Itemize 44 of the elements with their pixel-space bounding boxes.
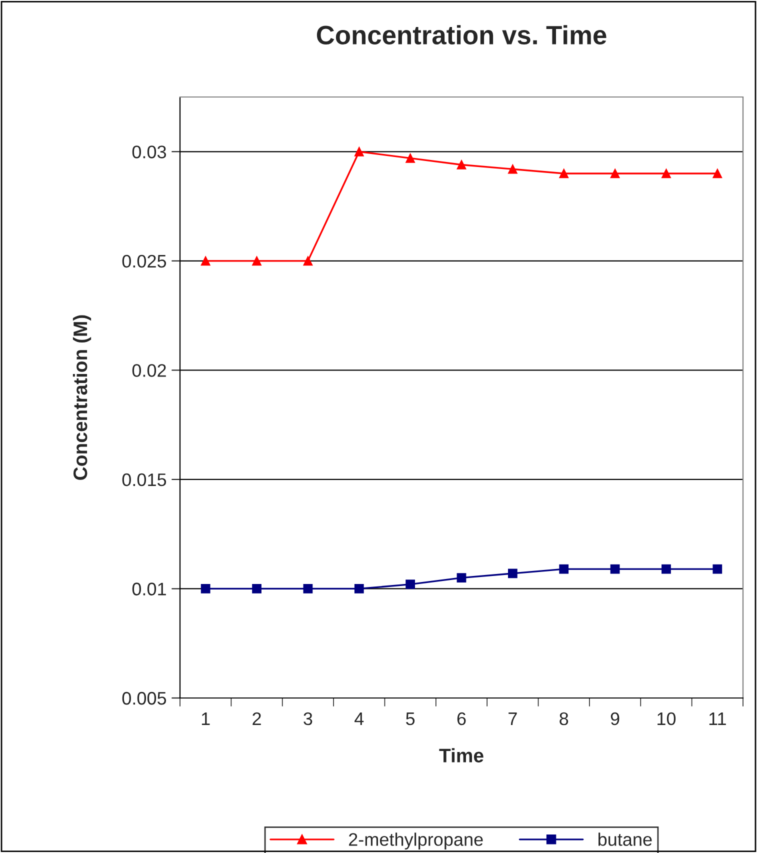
x-tick-label: 3 [304, 712, 312, 726]
point [303, 256, 313, 266]
point [456, 573, 466, 582]
x-tick-label: 11 [709, 712, 726, 725]
point [610, 168, 620, 178]
point [252, 584, 262, 594]
y-tick-label: 0.02 [132, 364, 166, 377]
point [508, 164, 518, 174]
point [712, 168, 722, 178]
point [456, 160, 466, 170]
point [662, 564, 671, 574]
x-tick-label: 6 [457, 712, 466, 726]
point [406, 580, 416, 590]
point [252, 256, 262, 266]
point [559, 564, 569, 574]
point [354, 146, 364, 156]
point [662, 168, 671, 178]
point [559, 168, 569, 178]
point [303, 584, 313, 594]
x-tick-label: 1 [202, 712, 210, 725]
y-axis-title: Concentration (M) [72, 315, 92, 480]
y-tick-label: 0.01 [132, 582, 166, 596]
point [508, 568, 518, 578]
x-tick-label: 5 [406, 712, 415, 726]
y-tick-label: 0.015 [122, 473, 166, 486]
chart-title: Concentration vs. Time [316, 25, 606, 44]
point [200, 256, 210, 266]
x-tick-label: 7 [508, 712, 517, 725]
point [354, 584, 364, 594]
point [712, 564, 722, 574]
legend-label: butane [598, 832, 652, 846]
y-tick-label: 0.03 [132, 146, 166, 158]
x-tick-label: 10 [658, 712, 676, 726]
y-tick-label: 0.025 [122, 254, 166, 268]
point [406, 154, 416, 163]
x-axis-title: Time [439, 748, 484, 762]
x-tick-label: 4 [354, 712, 364, 725]
x-tick-label: 8 [560, 712, 568, 726]
legend-label: 2-methylpropane [349, 832, 483, 850]
x-tick-label: 9 [610, 712, 620, 726]
y-tick-label: 0.005 [122, 692, 166, 705]
x-tick-label: 2 [252, 712, 261, 725]
point [200, 584, 210, 594]
point [610, 564, 620, 574]
